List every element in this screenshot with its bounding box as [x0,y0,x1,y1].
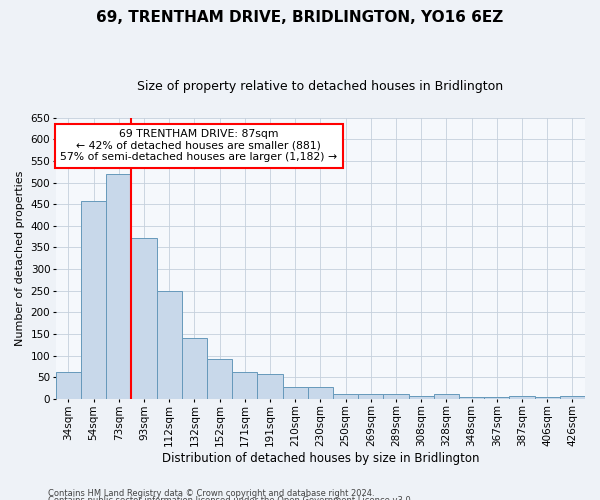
Bar [560,396,585,399]
Text: Contains public sector information licensed under the Open Government Licence v3: Contains public sector information licen… [48,496,413,500]
Bar [509,396,535,399]
Text: Contains HM Land Registry data © Crown copyright and database right 2024.: Contains HM Land Registry data © Crown c… [48,488,374,498]
Bar [383,394,409,399]
Bar [535,396,560,399]
Bar [257,374,283,399]
Bar [434,394,459,399]
Text: 69, TRENTHAM DRIVE, BRIDLINGTON, YO16 6EZ: 69, TRENTHAM DRIVE, BRIDLINGTON, YO16 6E… [97,10,503,25]
Title: Size of property relative to detached houses in Bridlington: Size of property relative to detached ho… [137,80,503,93]
Bar [131,238,157,399]
Bar [283,387,308,399]
Bar [358,394,383,399]
Text: 69 TRENTHAM DRIVE: 87sqm
← 42% of detached houses are smaller (881)
57% of semi-: 69 TRENTHAM DRIVE: 87sqm ← 42% of detach… [60,129,337,162]
Bar [232,372,257,399]
Bar [409,396,434,399]
Bar [81,201,106,399]
Bar [56,372,81,399]
Bar [333,394,358,399]
Bar [308,387,333,399]
Bar [459,396,484,399]
Y-axis label: Number of detached properties: Number of detached properties [15,170,25,346]
Bar [106,174,131,399]
Bar [484,396,509,399]
Bar [182,338,207,399]
Bar [157,291,182,399]
X-axis label: Distribution of detached houses by size in Bridlington: Distribution of detached houses by size … [161,452,479,465]
Bar [207,358,232,399]
